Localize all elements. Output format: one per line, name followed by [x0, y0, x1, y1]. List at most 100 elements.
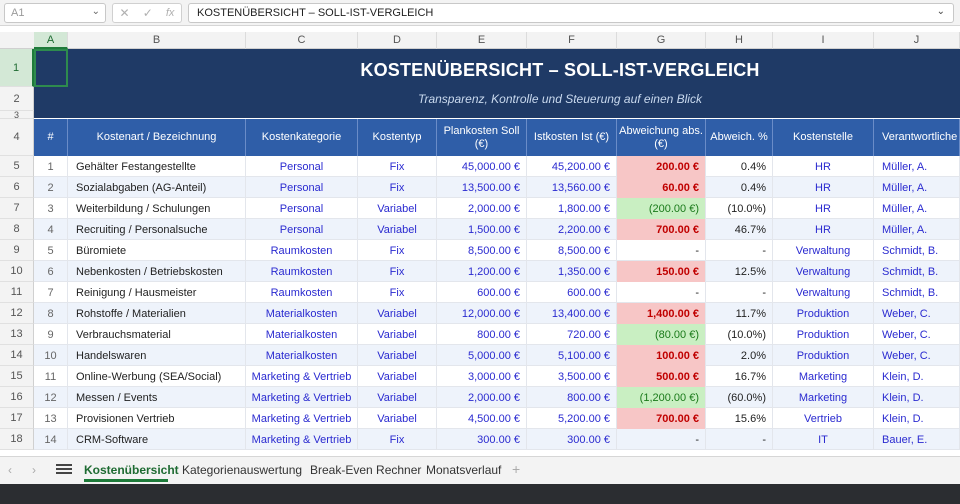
cell-number[interactable]: 10: [34, 345, 68, 366]
cell-ist[interactable]: 45,200.00 €: [527, 156, 617, 177]
cell-kostentyp[interactable]: Fix: [358, 240, 437, 261]
cell-verantwortliche[interactable]: Weber, C.: [874, 324, 960, 345]
cell-verantwortliche[interactable]: Schmidt, B.: [874, 282, 960, 303]
cell-kostenstelle[interactable]: HR: [773, 156, 874, 177]
cell-verantwortliche[interactable]: Klein, D.: [874, 387, 960, 408]
header-verantwortliche[interactable]: Verantwortliche: [874, 119, 960, 156]
row-header-15[interactable]: 15: [0, 366, 34, 387]
cell-kostenstelle[interactable]: Verwaltung: [773, 240, 874, 261]
cell-abweichung[interactable]: -: [617, 240, 706, 261]
cell-kostenstelle[interactable]: Vertrieb: [773, 408, 874, 429]
cell-soll[interactable]: 3,000.00 €: [437, 366, 527, 387]
cell-soll[interactable]: 1,200.00 €: [437, 261, 527, 282]
cell-kostentyp[interactable]: Fix: [358, 261, 437, 282]
row-header-17[interactable]: 17: [0, 408, 34, 429]
cell-number[interactable]: 1: [34, 156, 68, 177]
cell-kostentyp[interactable]: Variabel: [358, 198, 437, 219]
cell-abweichung-pct[interactable]: 12.5%: [706, 261, 773, 282]
cell-ist[interactable]: 1,350.00 €: [527, 261, 617, 282]
cell-soll[interactable]: 2,000.00 €: [437, 387, 527, 408]
close-icon[interactable]: ✕: [119, 6, 130, 20]
header-kostenstelle[interactable]: Kostenstelle: [773, 119, 874, 156]
cell-abweichung-pct[interactable]: -: [706, 282, 773, 303]
cell-abweichung-pct[interactable]: 15.6%: [706, 408, 773, 429]
cell-soll[interactable]: 1,500.00 €: [437, 219, 527, 240]
cell-kostenart[interactable]: Büromiete: [68, 240, 246, 261]
header-kostenkategorie[interactable]: Kostenkategorie: [246, 119, 358, 156]
cell-abweichung[interactable]: -: [617, 282, 706, 303]
cell-kategorie[interactable]: Marketing & Vertrieb: [246, 408, 358, 429]
add-sheet-button[interactable]: +: [512, 461, 521, 477]
row-header-13[interactable]: 13: [0, 324, 34, 345]
cell-number[interactable]: 4: [34, 219, 68, 240]
active-cell-a1[interactable]: [34, 49, 68, 87]
column-header-b[interactable]: B: [68, 32, 246, 49]
cell-abweichung[interactable]: 200.00 €: [617, 156, 706, 177]
header-kostentyp[interactable]: Kostentyp: [358, 119, 437, 156]
cell-number[interactable]: 3: [34, 198, 68, 219]
cell-kategorie[interactable]: Personal: [246, 156, 358, 177]
cell-soll[interactable]: 4,500.00 €: [437, 408, 527, 429]
cell-soll[interactable]: 45,000.00 €: [437, 156, 527, 177]
column-header-g[interactable]: G: [617, 32, 706, 49]
cell-abweichung-pct[interactable]: (10.0%): [706, 198, 773, 219]
cell-kostenart[interactable]: CRM-Software: [68, 429, 246, 450]
cell-kostentyp[interactable]: Fix: [358, 177, 437, 198]
cell-kostenstelle[interactable]: Marketing: [773, 387, 874, 408]
cell-abweichung[interactable]: 60.00 €: [617, 177, 706, 198]
cell-ist[interactable]: 720.00 €: [527, 324, 617, 345]
cell-kostentyp[interactable]: Variabel: [358, 366, 437, 387]
cell-kategorie[interactable]: Marketing & Vertrieb: [246, 429, 358, 450]
column-header-f[interactable]: F: [527, 32, 617, 49]
cell-abweichung-pct[interactable]: 16.7%: [706, 366, 773, 387]
cell-kategorie[interactable]: Materialkosten: [246, 303, 358, 324]
chevron-down-icon[interactable]: ⌄: [936, 6, 945, 17]
chevron-right-icon[interactable]: ›: [32, 463, 36, 477]
column-header-i[interactable]: I: [773, 32, 874, 49]
sheet-list-menu-icon[interactable]: [56, 462, 72, 476]
cell-soll[interactable]: 5,000.00 €: [437, 345, 527, 366]
tab-kategorienauswertung[interactable]: Kategorienauswertung: [182, 463, 303, 477]
row-header-3[interactable]: 3: [0, 110, 34, 120]
cell-ist[interactable]: 2,200.00 €: [527, 219, 617, 240]
column-header-h[interactable]: H: [706, 32, 773, 49]
header-kostenart[interactable]: Kostenart / Bezeichnung: [68, 119, 246, 156]
cell-verantwortliche[interactable]: Schmidt, B.: [874, 240, 960, 261]
cell-kategorie[interactable]: Raumkosten: [246, 282, 358, 303]
cell-abweichung[interactable]: -: [617, 429, 706, 450]
cell-verantwortliche[interactable]: Müller, A.: [874, 198, 960, 219]
cell-kostentyp[interactable]: Fix: [358, 282, 437, 303]
cell-kostenart[interactable]: Gehälter Festangestellte: [68, 156, 246, 177]
row-header-10[interactable]: 10: [0, 261, 34, 282]
cell-kostenart[interactable]: Verbrauchsmaterial: [68, 324, 246, 345]
cell-kostenstelle[interactable]: Produktion: [773, 303, 874, 324]
cell-number[interactable]: 14: [34, 429, 68, 450]
cell-kostenstelle[interactable]: HR: [773, 198, 874, 219]
row-header-2[interactable]: 2: [0, 87, 34, 111]
cell-abweichung-pct[interactable]: 2.0%: [706, 345, 773, 366]
tab-monatsverlauf[interactable]: Monatsverlauf: [426, 463, 502, 477]
cell-verantwortliche[interactable]: Klein, D.: [874, 366, 960, 387]
row-header-8[interactable]: 8: [0, 219, 34, 240]
cell-kategorie[interactable]: Materialkosten: [246, 324, 358, 345]
cell-kostentyp[interactable]: Variabel: [358, 219, 437, 240]
cell-kategorie[interactable]: Raumkosten: [246, 240, 358, 261]
formula-input[interactable]: KOSTENÜBERSICHT – SOLL-IST-VERGLEICH ⌄: [188, 3, 954, 23]
row-header-16[interactable]: 16: [0, 387, 34, 408]
check-icon[interactable]: ✓: [142, 6, 153, 20]
column-header-j[interactable]: J: [874, 32, 960, 49]
cell-soll[interactable]: 12,000.00 €: [437, 303, 527, 324]
header-number[interactable]: #: [34, 119, 68, 156]
row-header-4[interactable]: 4: [0, 119, 34, 156]
cell-kostentyp[interactable]: Variabel: [358, 324, 437, 345]
cell-abweichung-pct[interactable]: (10.0%): [706, 324, 773, 345]
cell-soll[interactable]: 2,000.00 €: [437, 198, 527, 219]
cell-kostentyp[interactable]: Variabel: [358, 303, 437, 324]
cell-abweichung-pct[interactable]: -: [706, 429, 773, 450]
cell-ist[interactable]: 13,400.00 €: [527, 303, 617, 324]
cell-soll[interactable]: 300.00 €: [437, 429, 527, 450]
cell-ist[interactable]: 13,560.00 €: [527, 177, 617, 198]
row-header-12[interactable]: 12: [0, 303, 34, 324]
cell-kostenstelle[interactable]: Verwaltung: [773, 282, 874, 303]
cell-ist[interactable]: 800.00 €: [527, 387, 617, 408]
